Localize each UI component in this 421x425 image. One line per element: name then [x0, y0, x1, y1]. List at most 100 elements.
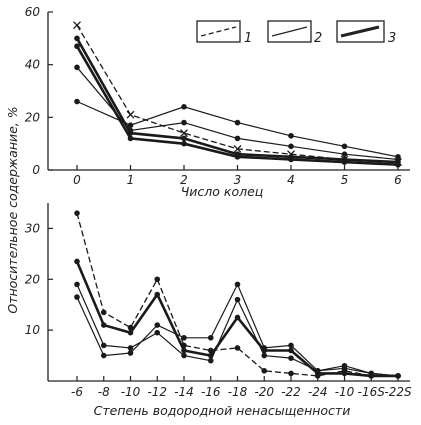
series-line-2 [76, 66, 399, 161]
data-point [181, 140, 187, 147]
x-axis-title: Степень водородной ненасыщенности [94, 403, 351, 418]
data-point [233, 144, 242, 153]
top-chart-panel: 0 20 40 60 0 1 2 3 4 5 6 Число колец [25, 5, 410, 199]
x-tick-label: 6 [394, 173, 402, 187]
legend: 1 2 3 [196, 20, 396, 46]
x-tick-label: -10 [121, 385, 141, 399]
data-point [154, 322, 161, 328]
y-tick-label: 30 [25, 221, 41, 235]
x-tick-label: 0 [73, 173, 81, 187]
x-tick-label: 4 [287, 173, 295, 187]
x-tick-label: 3 [234, 173, 242, 187]
y-tick-label: 10 [25, 323, 41, 337]
data-point [395, 373, 401, 379]
x-tick-label: 2 [180, 173, 188, 187]
data-point [234, 135, 241, 142]
x-tick-label: -14 [174, 385, 194, 399]
y-tick-label: 60 [25, 5, 41, 19]
data-point [341, 365, 348, 372]
y-tick-label: 20 [25, 272, 41, 286]
data-point [341, 143, 348, 150]
data-point [181, 334, 187, 341]
data-point [341, 151, 348, 157]
data-point [127, 130, 134, 136]
data-point [314, 370, 321, 377]
data-point [288, 347, 294, 354]
data-point [181, 119, 187, 126]
data-point [368, 373, 375, 379]
legend-label-3: 3 [388, 31, 396, 46]
x-tick-label: -22S [384, 385, 412, 399]
data-point [288, 132, 294, 139]
x-axis-title: Число колец [181, 184, 264, 199]
data-point [261, 347, 268, 354]
data-point [154, 329, 161, 336]
x-tick-label: -16 [201, 385, 221, 399]
data-point [207, 352, 214, 359]
x-tick-label: -16S [358, 385, 386, 399]
data-point [74, 281, 80, 288]
legend-box-3 [336, 20, 385, 43]
data-point [154, 291, 161, 298]
series-line-1 [76, 24, 399, 163]
legend-box-2 [267, 20, 312, 43]
data-point [100, 309, 107, 316]
data-point [127, 135, 134, 142]
data-point [288, 154, 294, 160]
x-tick-label: -22 [281, 385, 301, 399]
y-tick-label: 40 [25, 58, 41, 72]
x-tick-label: -10 [335, 385, 355, 399]
legend-box-1 [196, 20, 241, 43]
data-point [288, 370, 294, 377]
data-point [154, 276, 161, 283]
data-point [74, 35, 80, 42]
x-tick-label: -18 [228, 385, 248, 399]
data-point [207, 357, 214, 364]
x-tick-label: -8 [98, 385, 110, 399]
data-point [73, 21, 81, 30]
data-point [288, 143, 294, 150]
series-line-3 [75, 37, 399, 164]
y-tick-label: 20 [25, 110, 41, 124]
legend-label-2: 2 [314, 31, 322, 46]
data-point [74, 43, 80, 50]
data-point [234, 119, 241, 126]
data-point [127, 350, 134, 356]
data-point [207, 334, 214, 341]
data-point [234, 314, 241, 321]
data-point [395, 159, 401, 165]
data-point [234, 281, 241, 288]
data-point [100, 352, 107, 359]
data-point [288, 342, 294, 349]
y-axis-title: Относительное содержание, % [5, 106, 20, 313]
data-point [74, 64, 80, 71]
data-point [100, 322, 107, 328]
x-tick-label: -24 [308, 385, 328, 399]
y-tick-label: 0 [32, 163, 40, 177]
x-tick-label: -12 [147, 385, 167, 399]
data-point [234, 151, 241, 157]
series-line-1 [76, 213, 398, 377]
data-point [341, 156, 348, 163]
data-point [234, 296, 241, 303]
data-point [127, 329, 134, 336]
data-point [181, 347, 187, 354]
data-point [181, 352, 187, 359]
data-point [288, 355, 294, 361]
data-point [181, 104, 187, 110]
data-point [126, 110, 135, 119]
data-point [341, 370, 348, 377]
data-point [74, 294, 80, 300]
x-tick-label: -6 [71, 385, 83, 399]
x-tick-label: 1 [127, 173, 135, 187]
data-point [74, 98, 80, 105]
data-point [261, 368, 268, 374]
data-point [100, 342, 107, 349]
legend-line-3 [340, 25, 380, 38]
data-point [261, 352, 268, 359]
data-point [234, 345, 241, 351]
data-point [74, 258, 80, 265]
legend-line-1 [200, 26, 237, 37]
